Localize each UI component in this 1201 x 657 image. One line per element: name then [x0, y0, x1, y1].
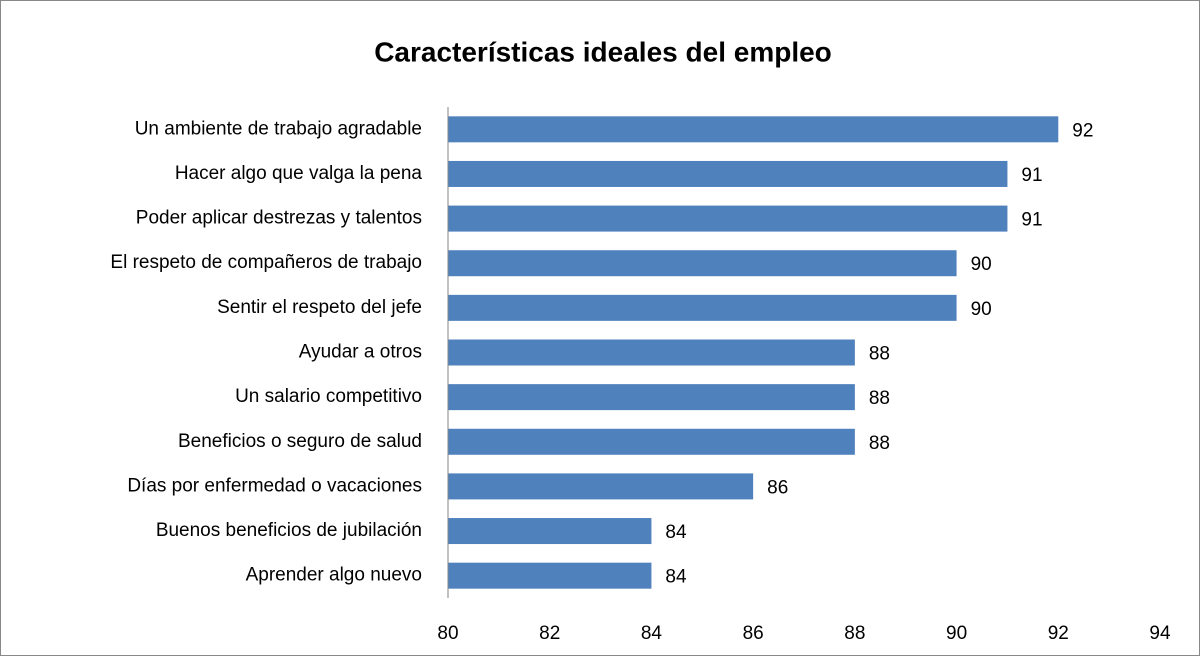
bar: [448, 294, 957, 321]
bar: [448, 205, 1008, 232]
y-tick-label: Un ambiente de trabajo agradable: [135, 118, 422, 139]
chart-title: Características ideales del empleo: [374, 36, 832, 67]
data-label: 90: [971, 299, 992, 320]
data-label: 88: [869, 433, 890, 454]
data-label: 90: [971, 254, 992, 275]
data-label: 91: [1021, 165, 1042, 186]
bar: [448, 562, 652, 589]
y-tick-label: Hacer algo que valga la pena: [175, 163, 423, 184]
x-tick-label: 84: [641, 623, 663, 644]
bar: [448, 473, 754, 500]
y-tick-label: Días por enfermedad o vacaciones: [127, 475, 422, 496]
x-tick-label: 90: [946, 623, 967, 644]
y-tick-label: Poder aplicar destrezas y talentos: [136, 208, 422, 229]
x-tick-label: 94: [1149, 623, 1171, 644]
data-label: 91: [1021, 210, 1042, 231]
y-tick-label: Aprender algo nuevo: [246, 565, 422, 586]
data-label: 92: [1072, 120, 1093, 141]
data-label: 84: [665, 522, 687, 543]
y-tick-label: El respeto de compañeros de trabajo: [110, 252, 422, 273]
y-tick-label: Ayudar a otros: [299, 342, 422, 363]
data-label: 88: [869, 344, 890, 365]
x-tick-label: 92: [1048, 623, 1069, 644]
bar: [448, 428, 855, 455]
y-tick-label: Beneficios o seguro de salud: [178, 431, 422, 452]
x-tick-label: 86: [743, 623, 764, 644]
bar: [448, 160, 1008, 187]
bar: [448, 384, 855, 411]
bar: [448, 116, 1059, 143]
bar: [448, 250, 957, 277]
data-label: 86: [767, 477, 788, 498]
bar: [448, 518, 652, 545]
y-tick-label: Buenos beneficios de jubilación: [156, 520, 422, 541]
data-label: 84: [665, 567, 687, 588]
data-label: 88: [869, 388, 890, 409]
x-tick-label: 82: [539, 623, 560, 644]
y-tick-label: Un salario competitivo: [235, 386, 422, 407]
bar: [448, 339, 855, 366]
x-tick-label: 88: [844, 623, 865, 644]
y-tick-label: Sentir el respeto del jefe: [217, 297, 422, 318]
x-tick-label: 80: [437, 623, 458, 644]
